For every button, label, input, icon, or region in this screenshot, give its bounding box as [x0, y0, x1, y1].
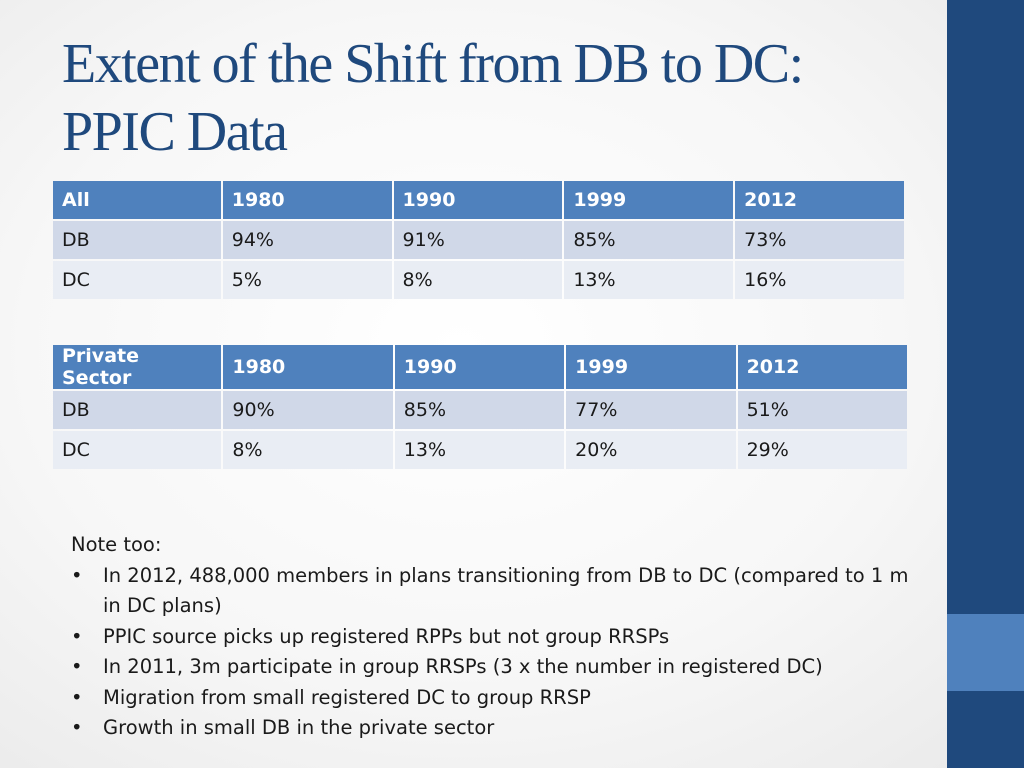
table-cell: 20%: [566, 431, 736, 469]
notes-heading: Note too:: [71, 533, 162, 556]
table-cell: 16%: [735, 261, 904, 299]
bullet-icon: •: [71, 716, 83, 739]
header-cell-year: 1980: [222, 181, 392, 219]
table-row-db: DB 90% 85% 77% 51%: [53, 391, 907, 429]
slide-title: Extent of the Shift from DB to DC: PPIC …: [62, 30, 922, 166]
row-label: DC: [53, 431, 222, 469]
list-item: • In 2012, 488,000 members in plans tran…: [71, 561, 931, 622]
header-cell-year: 1999: [564, 181, 734, 219]
table-cell: 29%: [737, 431, 907, 469]
list-item-text: Growth in small DB in the private sector: [103, 716, 495, 739]
header-cell-year: 2012: [735, 181, 904, 219]
header-cell-year: 1980: [223, 345, 393, 389]
table-cell: 90%: [223, 391, 393, 429]
table-private-sector: Private Sector 1980 1990 1999 2012 DB 90…: [51, 343, 909, 471]
table-cell: 13%: [394, 431, 565, 469]
row-label: DC: [53, 261, 221, 299]
table-cell: 8%: [223, 431, 393, 469]
slide-title-line-1: Extent of the Shift from DB to DC:: [62, 33, 804, 95]
header-cell-year: 1990: [394, 345, 565, 389]
table-cell: 91%: [393, 221, 563, 259]
table-cell: 51%: [737, 391, 907, 429]
header-cell-year: 1999: [566, 345, 736, 389]
list-item-text: In 2011, 3m participate in group RRSPs (…: [103, 655, 823, 678]
bullet-icon: •: [71, 655, 83, 678]
header-cell-year: 2012: [737, 345, 907, 389]
list-item-text: Migration from small registered DC to gr…: [103, 685, 591, 709]
header-cell-year: 1990: [393, 181, 563, 219]
table-row-dc: DC 8% 13% 20% 29%: [53, 431, 907, 469]
table-row-dc: DC 5% 8% 13% 16%: [53, 261, 904, 299]
notes-section: Note too: • In 2012, 488,000 members in …: [71, 530, 931, 744]
slide-title-line-2: PPIC Data: [62, 101, 288, 163]
table-cell: 73%: [735, 221, 904, 259]
table-cell: 5%: [222, 261, 392, 299]
table-cell: 85%: [564, 221, 734, 259]
bullet-icon: •: [71, 563, 83, 587]
notes-list: • In 2012, 488,000 members in plans tran…: [71, 561, 931, 744]
list-item-text: PPIC source picks up registered RPPs but…: [103, 624, 670, 648]
bullet-icon: •: [71, 685, 83, 709]
side-bar-accent: [947, 614, 1024, 691]
table-header-row: All 1980 1990 1999 2012: [53, 181, 904, 219]
row-label: DB: [53, 221, 221, 259]
row-label: DB: [53, 391, 222, 429]
table-all-plans: All 1980 1990 1999 2012 DB 94% 91% 85% 7…: [51, 179, 906, 301]
table-cell: 85%: [394, 391, 565, 429]
bullet-icon: •: [71, 624, 83, 648]
list-item: • Growth in small DB in the private sect…: [71, 713, 931, 744]
list-item: • PPIC source picks up registered RPPs b…: [71, 622, 931, 653]
list-item: • Migration from small registered DC to …: [71, 683, 931, 714]
table-header-row: Private Sector 1980 1990 1999 2012: [53, 345, 907, 389]
table-cell: 8%: [393, 261, 563, 299]
header-cell-category: Private Sector: [53, 345, 222, 389]
table-cell: 13%: [564, 261, 734, 299]
table-cell: 94%: [222, 221, 392, 259]
list-item: • In 2011, 3m participate in group RRSPs…: [71, 652, 931, 683]
table-row-db: DB 94% 91% 85% 73%: [53, 221, 904, 259]
header-cell-category: All: [53, 181, 221, 219]
table-cell: 77%: [566, 391, 736, 429]
list-item-text: In 2012, 488,000 members in plans transi…: [103, 563, 909, 618]
